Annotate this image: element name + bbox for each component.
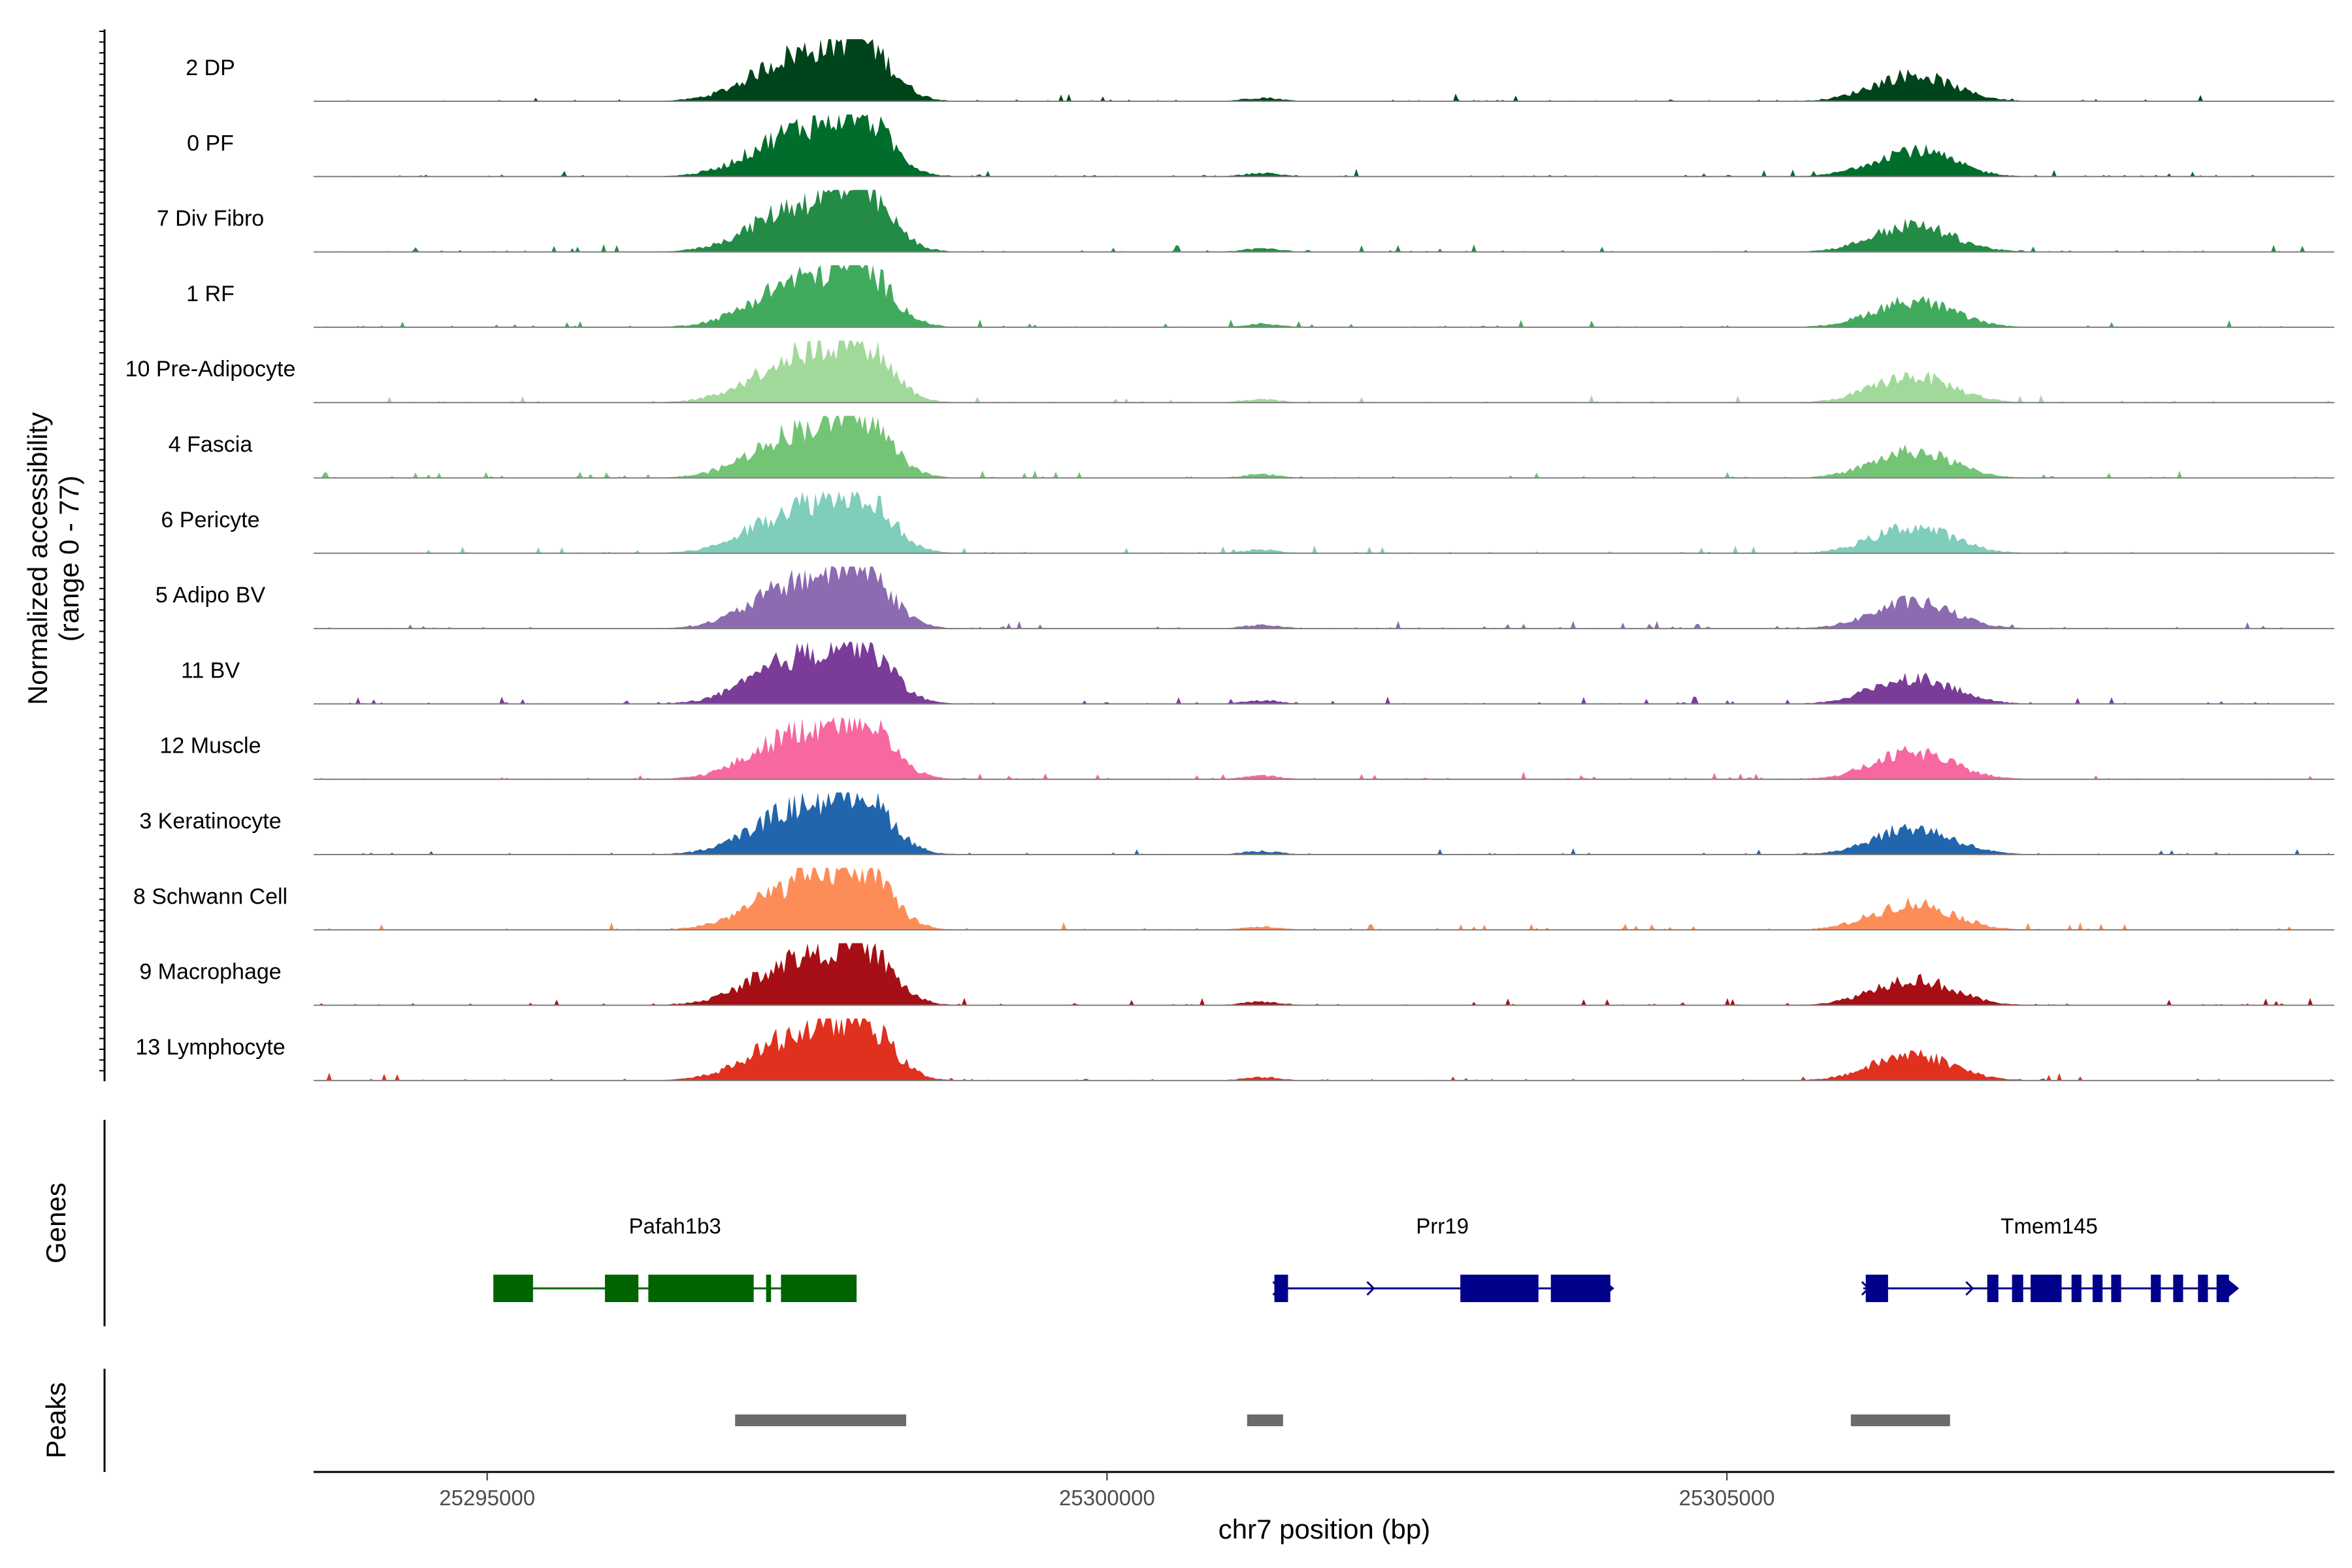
coverage-tracks: 2 DP 0 PF 7 Div Fibro 1 RF 10 Pre-Adipocyte 4… bbox=[125, 39, 2334, 1081]
track-label-6: 4 Fascia bbox=[169, 433, 253, 457]
track-label-5: 10 Pre-Adipocyte bbox=[125, 357, 296, 382]
genes-panel-label: Genes bbox=[41, 1183, 71, 1264]
gene-track: Pafah1b3 Prr19 Tmem145 bbox=[493, 1214, 2240, 1302]
coverage-area-10 bbox=[314, 717, 2334, 779]
gene-exon bbox=[2111, 1275, 2121, 1302]
track-label-1: 2 DP bbox=[186, 56, 235, 80]
coverage-track-4: 1 RF bbox=[186, 265, 2334, 328]
strand-arrowhead-icon bbox=[2225, 1277, 2240, 1300]
gene-exon bbox=[1274, 1275, 1288, 1302]
gene-tmem145: Tmem145 bbox=[1861, 1214, 2240, 1302]
gene-exon bbox=[2092, 1275, 2103, 1302]
coverage-area-3 bbox=[314, 189, 2334, 252]
track-label-8: 5 Adipo BV bbox=[155, 583, 266, 608]
track-label-13: 9 Macrophage bbox=[139, 960, 281, 985]
track-label-3: 7 Div Fibro bbox=[157, 206, 264, 231]
coverage-area-12 bbox=[314, 868, 2334, 930]
coverage-track-5: 10 Pre-Adipocyte bbox=[125, 340, 2334, 404]
peak-track bbox=[735, 1414, 1950, 1426]
coverage-area-5 bbox=[314, 340, 2334, 403]
coverage-track-8: 5 Adipo BV bbox=[155, 566, 2334, 630]
gene-exon bbox=[1987, 1275, 1999, 1302]
track-label-2: 0 PF bbox=[187, 131, 234, 155]
gene-pafah1b3: Pafah1b3 bbox=[493, 1214, 857, 1302]
gene-exon bbox=[2031, 1275, 2062, 1302]
coverage-area-11 bbox=[314, 792, 2334, 855]
track-label-10: 12 Muscle bbox=[160, 734, 261, 759]
coverage-area-9 bbox=[314, 642, 2334, 704]
strand-arrow-icon bbox=[1965, 1281, 1974, 1296]
coverage-track-9: 11 BV bbox=[181, 642, 2334, 705]
track-label-12: 8 Schwann Cell bbox=[133, 884, 287, 909]
gene-exon bbox=[604, 1275, 639, 1302]
gene-exon bbox=[2071, 1275, 2082, 1302]
gene-label: Prr19 bbox=[1416, 1214, 1469, 1238]
coverage-area-13 bbox=[314, 943, 2334, 1005]
strand-arrow-icon bbox=[1861, 1281, 1870, 1296]
coverage-area-4 bbox=[314, 265, 2334, 327]
strand-arrow-icon bbox=[1366, 1281, 1375, 1296]
coverage-area-6 bbox=[314, 416, 2334, 478]
coverage-track-13: 9 Macrophage bbox=[139, 943, 2334, 1006]
x-tick-label: 25300000 bbox=[1059, 1486, 1155, 1510]
gene-exon bbox=[781, 1275, 857, 1302]
gene-exon bbox=[648, 1275, 754, 1302]
coverage-track-2: 0 PF bbox=[187, 114, 2334, 178]
y-axis bbox=[99, 29, 106, 1081]
track-label-11: 3 Keratinocyte bbox=[139, 809, 281, 834]
coverage-area-8 bbox=[314, 566, 2334, 629]
gene-exon bbox=[2151, 1275, 2161, 1302]
peak-bar bbox=[1850, 1414, 1950, 1426]
gene-exon bbox=[2173, 1275, 2183, 1302]
coverage-track-10: 12 Muscle bbox=[160, 717, 2334, 780]
y-axis-range: (range 0 - 77) bbox=[54, 476, 84, 642]
coverage-area-7 bbox=[314, 491, 2334, 553]
coverage-track-12: 8 Schwann Cell bbox=[133, 868, 2334, 931]
coverage-track-3: 7 Div Fibro bbox=[157, 189, 2334, 253]
coverage-track-1: 2 DP bbox=[186, 39, 2334, 102]
track-label-9: 11 BV bbox=[181, 658, 240, 683]
gene-prr19: Prr19 bbox=[1272, 1214, 1614, 1302]
gene-label: Tmem145 bbox=[2001, 1214, 2098, 1238]
gene-exon bbox=[493, 1275, 533, 1302]
x-axis-title: chr7 position (bp) bbox=[1218, 1514, 1431, 1544]
x-axis: 25295000 25300000 25305000 bbox=[439, 1472, 1775, 1510]
gene-label: Pafah1b3 bbox=[629, 1214, 721, 1238]
y-axis-title: Normalized accessibility bbox=[22, 412, 53, 705]
gene-exon bbox=[2012, 1275, 2023, 1302]
track-label-4: 1 RF bbox=[186, 282, 235, 306]
peaks-panel-label: Peaks bbox=[41, 1382, 71, 1459]
strand-arrowhead-icon bbox=[1599, 1277, 1614, 1300]
coverage-track-14: 13 Lymphocyte bbox=[135, 1018, 2334, 1081]
coverage-area-14 bbox=[314, 1018, 2334, 1081]
coverage-area-2 bbox=[314, 114, 2334, 177]
coverage-track-7: 6 Pericyte bbox=[161, 491, 2334, 554]
gene-exon bbox=[2198, 1275, 2208, 1302]
track-label-14: 13 Lymphocyte bbox=[135, 1035, 285, 1060]
coverage-area-1 bbox=[314, 39, 2334, 101]
coverage-track-6: 4 Fascia bbox=[169, 416, 2334, 479]
strand-arrow-icon bbox=[1272, 1281, 1281, 1296]
x-tick-label: 25305000 bbox=[1679, 1486, 1775, 1510]
gene-exon bbox=[766, 1275, 772, 1302]
coverage-track-11: 3 Keratinocyte bbox=[139, 792, 2334, 855]
peak-bar bbox=[735, 1414, 907, 1426]
x-tick-label: 25295000 bbox=[439, 1486, 535, 1510]
peak-bar bbox=[1247, 1414, 1283, 1426]
gene-exon bbox=[1460, 1275, 1539, 1302]
track-label-7: 6 Pericyte bbox=[161, 508, 259, 532]
